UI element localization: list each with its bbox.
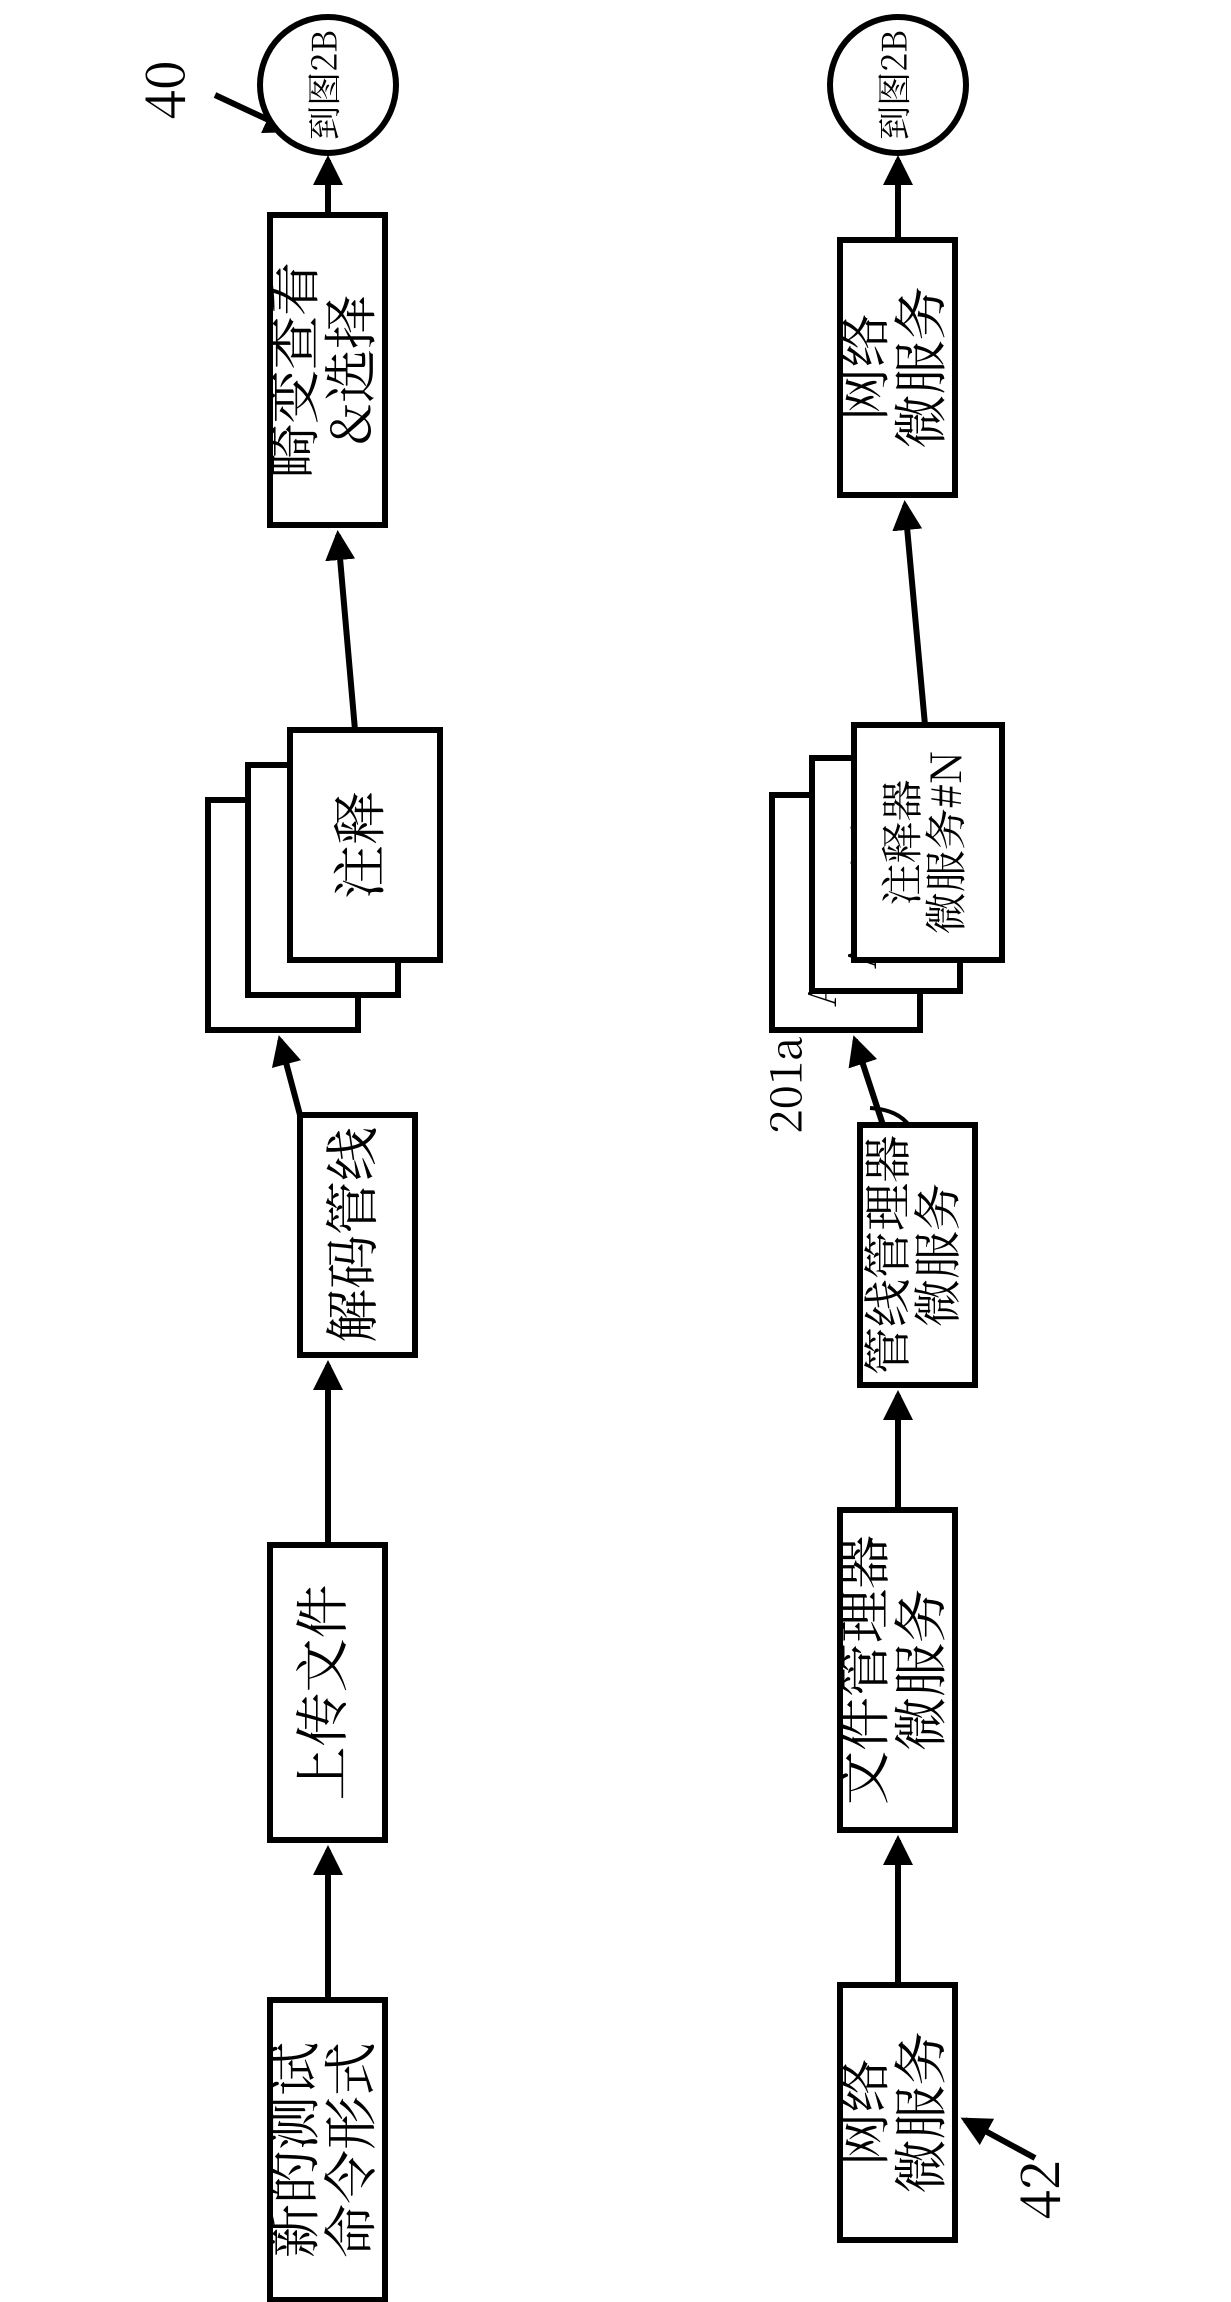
flow-node-stack: 注释 [208,730,440,1030]
flow-node: 新的测试命令形式 [252,2000,386,2300]
flow-arrow [280,1040,300,1115]
flow-arrow [338,535,355,730]
svg-text:42: 42 [998,2160,1075,2219]
ref-arrow [965,2120,1035,2158]
node-label: 解码管线 [310,1127,387,1343]
ref-label: 201a [750,1036,814,1134]
flow-arrow [855,1040,883,1125]
flow-node: 解码管线 [300,1115,415,1355]
flow-terminal: 到图2B [830,17,966,153]
flow-node: 管线管理器微服务 [850,1125,975,1385]
ref-label: 42 [998,2160,1075,2219]
flow-node: 网络微服务 [822,240,956,495]
flow-node-stack: AnnotatormAnnotatorm注释器微服务#N [772,725,1002,1030]
svg-text:到图2B: 到图2B [298,30,347,140]
flow-terminal: 到图2B [260,17,396,153]
svg-text:注释: 注释 [318,791,395,899]
flow-arrow [905,505,925,725]
flow-node: 网络微服务 [822,1985,956,2240]
svg-text:到图2B: 到图2B [868,30,917,140]
svg-text:40: 40 [123,60,200,119]
flow-node: 文件管理器微服务 [822,1510,956,1830]
svg-text:201a: 201a [750,1036,814,1134]
node-label: 上传文件 [280,1585,357,1801]
node-label: 新的测试命令形式 [252,2042,386,2258]
ref-label: 40 [123,60,200,119]
flow-node: 上传文件 [270,1545,385,1840]
flow-node: 畸变查看&选择 [252,215,386,525]
